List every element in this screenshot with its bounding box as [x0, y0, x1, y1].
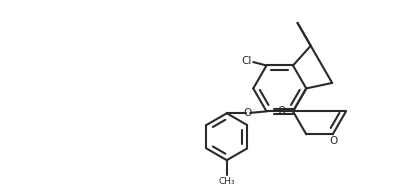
- Text: O: O: [330, 136, 338, 146]
- Text: CH₃: CH₃: [219, 177, 235, 186]
- Text: Cl: Cl: [241, 56, 252, 66]
- Text: O: O: [244, 108, 252, 118]
- Text: O: O: [278, 106, 286, 116]
